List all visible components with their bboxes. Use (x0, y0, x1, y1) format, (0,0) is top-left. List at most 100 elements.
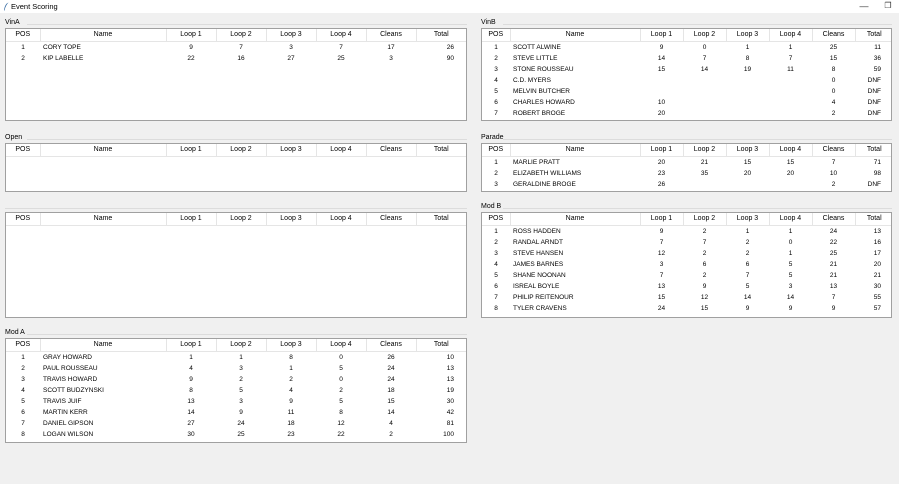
column-header-cleans[interactable]: Cleans (366, 144, 417, 157)
column-header-name[interactable]: Name (510, 144, 641, 157)
column-header-pos[interactable]: POS (6, 213, 41, 226)
table-row[interactable]: 2 KIP LABELLE 22 16 27 25 3 90 (6, 53, 466, 64)
column-header-cleans[interactable]: Cleans (366, 29, 417, 42)
column-header-loop-3[interactable]: Loop 3 (726, 144, 770, 157)
column-header-loop-3[interactable]: Loop 3 (266, 339, 317, 352)
column-header-loop-4[interactable]: Loop 4 (316, 339, 367, 352)
column-header-loop-1[interactable]: Loop 1 (166, 29, 217, 42)
column-header-loop-4[interactable]: Loop 4 (769, 213, 813, 226)
scores-table-box[interactable]: POS Name Loop 1 Loop 2 Loop 3 Loop 4 Cleans Tot… (5, 338, 467, 443)
column-header-loop-4[interactable]: Loop 4 (316, 144, 367, 157)
column-header-loop-4[interactable]: Loop 4 (769, 29, 813, 42)
table-row[interactable]: 3 TRAVIS HOWARD 9 2 2 0 24 13 (6, 374, 466, 385)
column-header-loop-2[interactable]: Loop 2 (683, 213, 727, 226)
table-row[interactable]: 2 STEVE LITTLE 14 7 8 7 15 36 (482, 53, 891, 64)
table-row[interactable]: 4 JAMES BARNES 3 6 6 5 21 20 (482, 259, 891, 270)
table-row[interactable]: 6 CHARLES HOWARD 10 4 DNF (482, 97, 891, 108)
table-row[interactable]: 5 SHANE NOONAN 7 2 7 5 21 21 (482, 270, 891, 281)
column-header-total[interactable]: Total (416, 339, 466, 352)
column-header-loop-2[interactable]: Loop 2 (216, 339, 267, 352)
column-header-loop-3[interactable]: Loop 3 (726, 213, 770, 226)
cell-loop-4: 14 (786, 293, 795, 301)
table-row[interactable]: 5 TRAVIS JUIF 13 3 9 5 15 30 (6, 396, 466, 407)
table-row[interactable]: 1 MARLIE PRATT 20 21 15 15 7 71 (482, 156, 891, 168)
cell-pos: 8 (494, 304, 498, 312)
table-row[interactable]: 8 LOGAN WILSON 30 25 23 22 2 100 (6, 429, 466, 440)
scores-table-box[interactable]: POS Name Loop 1 Loop 2 Loop 3 Loop 4 Cleans Tot… (5, 143, 467, 192)
column-header-loop-2[interactable]: Loop 2 (216, 213, 267, 226)
table-row[interactable]: 2 PAUL ROUSSEAU 4 3 1 5 24 13 (6, 363, 466, 374)
column-header-cleans[interactable]: Cleans (366, 213, 417, 226)
table-row[interactable]: 4 C.D. MYERS 0 DNF (482, 75, 891, 86)
column-header-name[interactable]: Name (510, 213, 641, 226)
column-header-name[interactable]: Name (510, 29, 641, 42)
column-header-total[interactable]: Total (855, 213, 891, 226)
column-header-loop-2[interactable]: Loop 2 (216, 29, 267, 42)
column-header-loop-1[interactable]: Loop 1 (640, 213, 684, 226)
table-row[interactable]: 2 RANDAL ARNDT 7 7 2 0 22 16 (482, 237, 891, 248)
table-row[interactable]: 1 ROSS HADDEN 9 2 1 1 24 13 (482, 225, 891, 237)
column-header-loop-2[interactable]: Loop 2 (683, 29, 727, 42)
column-header-pos[interactable]: POS (482, 213, 511, 226)
column-header-cleans[interactable]: Cleans (812, 29, 856, 42)
column-header-loop-2[interactable]: Loop 2 (216, 144, 267, 157)
column-header-name[interactable]: Name (40, 339, 167, 352)
column-header-total[interactable]: Total (416, 213, 466, 226)
table-row[interactable]: 8 TYLER CRAVENS 24 15 9 9 9 57 (482, 303, 891, 314)
cell-loop-1: 23 (657, 169, 666, 177)
column-header-loop-1[interactable]: Loop 1 (640, 144, 684, 157)
column-header-loop-2[interactable]: Loop 2 (683, 144, 727, 157)
column-header-loop-3[interactable]: Loop 3 (266, 144, 317, 157)
column-header-name[interactable]: Name (40, 29, 167, 42)
column-header-pos[interactable]: POS (6, 339, 41, 352)
scores-table-box[interactable]: POS Name Loop 1 Loop 2 Loop 3 Loop 4 Cleans Tot… (5, 28, 467, 121)
table-row[interactable]: 1 GRAY HOWARD 1 1 8 0 26 10 (6, 351, 466, 363)
cell-total: 13 (446, 364, 454, 372)
column-header-loop-4[interactable]: Loop 4 (769, 144, 813, 157)
restore-button[interactable]: ❐ (884, 1, 892, 10)
table-row[interactable]: 7 ROBERT BROGE 20 2 DNF (482, 108, 891, 119)
column-header-total[interactable]: Total (855, 29, 891, 42)
column-header-loop-1[interactable]: Loop 1 (166, 339, 217, 352)
column-header-pos[interactable]: POS (6, 29, 41, 42)
column-header-loop-3[interactable]: Loop 3 (726, 29, 770, 42)
table-row[interactable]: 1 SCOTT ALWINE 9 0 1 1 25 11 (482, 41, 891, 53)
column-header-name[interactable]: Name (40, 213, 167, 226)
column-header-loop-3[interactable]: Loop 3 (266, 213, 317, 226)
column-header-total[interactable]: Total (416, 144, 466, 157)
table-row[interactable]: 1 CORY TOPE 9 7 3 7 17 26 (6, 41, 466, 53)
table-row[interactable]: 6 ISREAL BOYLE 13 9 5 3 13 30 (482, 281, 891, 292)
column-header-loop-1[interactable]: Loop 1 (166, 144, 217, 157)
column-header-pos[interactable]: POS (482, 144, 511, 157)
table-row[interactable]: 3 STEVE HANSEN 12 2 2 1 25 17 (482, 248, 891, 259)
cell-loop-1: 24 (657, 304, 666, 312)
table-row[interactable]: 2 ELIZABETH WILLIAMS 23 35 20 20 10 98 (482, 168, 891, 179)
table-row[interactable]: 7 DANIEL GIPSON 27 24 18 12 4 81 (6, 418, 466, 429)
column-header-loop-1[interactable]: Loop 1 (640, 29, 684, 42)
scores-table-box[interactable]: POS Name Loop 1 Loop 2 Loop 3 Loop 4 Cleans Tot… (5, 212, 467, 318)
cell-loop-2: 2 (702, 271, 707, 279)
table-row[interactable]: 5 MELVIN BUTCHER 0 DNF (482, 86, 891, 97)
column-header-name[interactable]: Name (40, 144, 167, 157)
minimize-button[interactable]: — (859, 1, 869, 11)
column-header-loop-4[interactable]: Loop 4 (316, 29, 367, 42)
column-header-pos[interactable]: POS (482, 29, 511, 42)
column-header-loop-1[interactable]: Loop 1 (166, 213, 217, 226)
column-header-total[interactable]: Total (855, 144, 891, 157)
scores-table-box[interactable]: POS Name Loop 1 Loop 2 Loop 3 Loop 4 Cleans Tot… (481, 212, 892, 318)
column-header-loop-4[interactable]: Loop 4 (316, 213, 367, 226)
table-row[interactable]: 3 GERALDINE BROGE 26 2 DNF (482, 179, 891, 190)
column-header-cleans[interactable]: Cleans (366, 339, 417, 352)
table-row[interactable]: 6 MARTIN KERR 14 9 11 8 14 42 (6, 407, 466, 418)
column-header-cleans[interactable]: Cleans (812, 213, 856, 226)
cell-loop-3: 8 (745, 54, 750, 62)
column-header-total[interactable]: Total (416, 29, 466, 42)
table-row[interactable]: 3 STONE ROUSSEAU 15 14 19 11 8 59 (482, 64, 891, 75)
scores-table-box[interactable]: POS Name Loop 1 Loop 2 Loop 3 Loop 4 Cleans Tot… (481, 28, 892, 121)
column-header-loop-3[interactable]: Loop 3 (266, 29, 317, 42)
table-row[interactable]: 7 PHILIP REITENOUR 15 12 14 14 7 55 (482, 292, 891, 303)
column-header-cleans[interactable]: Cleans (812, 144, 856, 157)
table-row[interactable]: 4 SCOTT BUDZYNSKI 8 5 4 2 18 19 (6, 385, 466, 396)
scores-table-box[interactable]: POS Name Loop 1 Loop 2 Loop 3 Loop 4 Cleans Tot… (481, 143, 892, 192)
column-header-pos[interactable]: POS (6, 144, 41, 157)
